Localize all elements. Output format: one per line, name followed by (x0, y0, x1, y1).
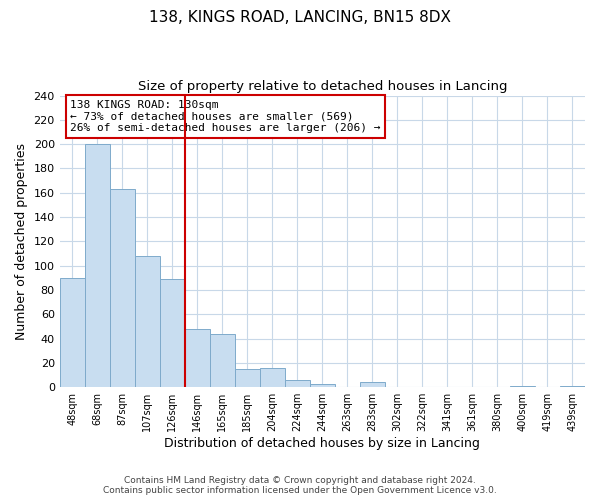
Bar (185, 329, 210, 387)
Text: 138 KINGS ROAD: 130sqm
← 73% of detached houses are smaller (569)
26% of semi-de: 138 KINGS ROAD: 130sqm ← 73% of detached… (70, 100, 380, 133)
Bar (560, 386, 585, 387)
Title: Size of property relative to detached houses in Lancing: Size of property relative to detached ho… (137, 80, 507, 93)
Bar (110, 189, 135, 387)
Bar (85, 144, 110, 387)
Text: Contains HM Land Registry data © Crown copyright and database right 2024.
Contai: Contains HM Land Registry data © Crown c… (103, 476, 497, 495)
Bar (59, 278, 85, 387)
Bar (160, 279, 185, 387)
Text: 138, KINGS ROAD, LANCING, BN15 8DX: 138, KINGS ROAD, LANCING, BN15 8DX (149, 10, 451, 25)
Bar (360, 382, 385, 387)
Bar (310, 384, 335, 387)
Bar (235, 369, 260, 387)
Bar (210, 334, 235, 387)
Y-axis label: Number of detached properties: Number of detached properties (15, 143, 28, 340)
Bar (260, 368, 285, 387)
Bar (510, 386, 535, 387)
Bar (285, 380, 310, 387)
Bar (135, 256, 160, 387)
X-axis label: Distribution of detached houses by size in Lancing: Distribution of detached houses by size … (164, 437, 480, 450)
